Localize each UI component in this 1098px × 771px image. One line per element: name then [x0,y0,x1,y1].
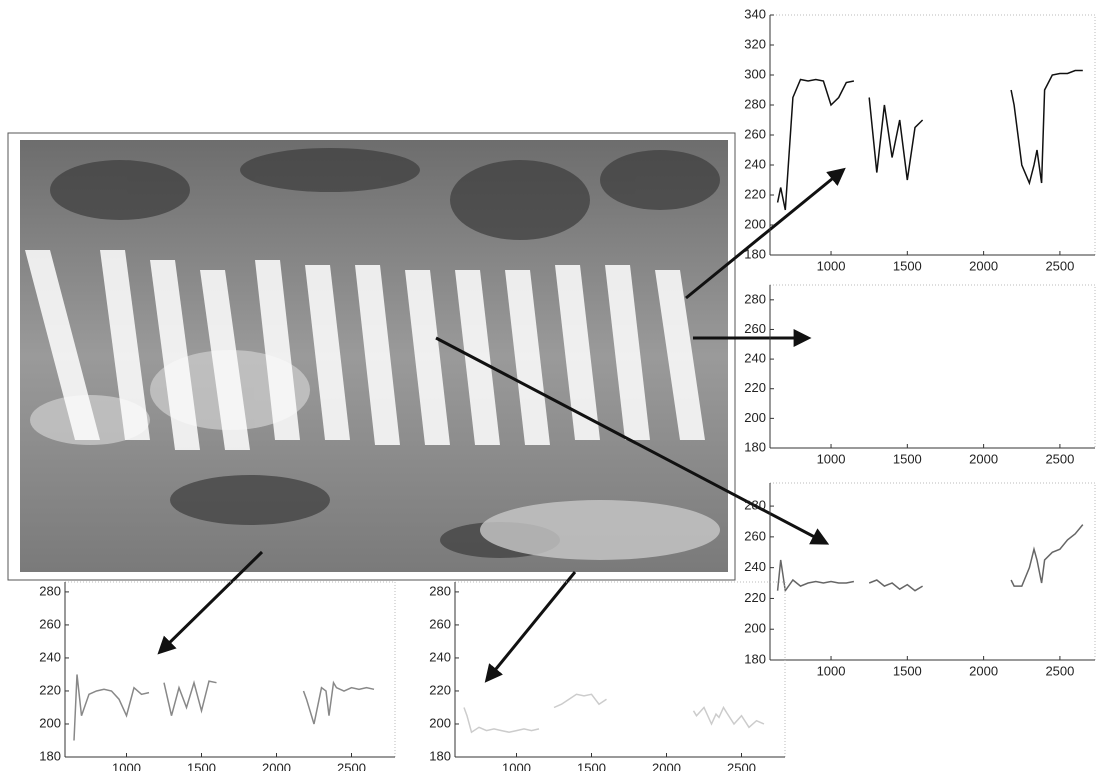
x-tick-label: 1500 [577,760,606,771]
x-tick-label: 2000 [969,451,998,466]
y-tick-label: 200 [744,216,766,231]
spectrum-line [74,675,374,741]
y-tick-label: 240 [429,649,451,664]
arrow [487,572,575,680]
y-tick-label: 280 [39,583,61,598]
y-tick-label: 180 [39,748,61,763]
spectrum-line [778,525,1083,591]
x-tick-label: 2000 [969,258,998,273]
x-tick-label: 1000 [817,663,846,678]
y-tick-label: 260 [429,616,451,631]
y-tick-label: 300 [744,66,766,81]
y-tick-label: 200 [744,621,766,636]
y-tick-label: 280 [744,291,766,306]
y-tick-label: 220 [744,590,766,605]
x-tick-label: 2500 [1045,663,1074,678]
y-tick-label: 200 [744,410,766,425]
y-tick-label: 260 [744,126,766,141]
x-tick-label: 1000 [817,451,846,466]
y-tick-label: 240 [744,351,766,366]
x-tick-label: 2000 [652,760,681,771]
plot-area [770,15,1095,255]
x-tick-label: 1500 [893,663,922,678]
x-tick-label: 1000 [817,258,846,273]
plot-area [770,483,1095,660]
x-tick-label: 1000 [112,760,141,771]
y-tick-label: 180 [744,439,766,454]
y-tick-label: 220 [39,682,61,697]
y-tick-label: 220 [429,682,451,697]
x-tick-label: 2500 [1045,451,1074,466]
y-tick-label: 280 [744,498,766,513]
y-tick-label: 220 [744,380,766,395]
y-tick-label: 180 [744,246,766,261]
y-tick-label: 180 [744,651,766,666]
y-tick-label: 220 [744,186,766,201]
y-tick-label: 280 [429,583,451,598]
plot-area [770,285,1095,448]
y-tick-label: 340 [744,6,766,21]
x-tick-label: 1000 [502,760,531,771]
y-tick-label: 200 [429,715,451,730]
y-tick-label: 260 [744,528,766,543]
spectrum-line [778,71,1083,211]
y-tick-label: 260 [744,321,766,336]
figure: 180 200 220 240 260 280 300 320 340 1000 1500 2000 2… [0,0,1098,771]
y-tick-label: 200 [39,715,61,730]
x-tick-label: 2500 [727,760,756,771]
x-tick-label: 1500 [893,258,922,273]
world-map [8,133,735,580]
x-tick-label: 2000 [262,760,291,771]
x-tick-label: 1500 [893,451,922,466]
x-tick-label: 2500 [337,760,366,771]
y-tick-label: 260 [39,616,61,631]
x-tick-label: 2500 [1045,258,1074,273]
spectrum-line [464,694,764,732]
y-tick-label: 180 [429,748,451,763]
plot-area [65,582,395,757]
y-tick-label: 240 [744,156,766,171]
y-tick-label: 280 [744,96,766,111]
x-tick-label: 2000 [969,663,998,678]
x-tick-label: 1500 [187,760,216,771]
y-tick-label: 240 [744,559,766,574]
y-tick-label: 320 [744,36,766,51]
y-tick-label: 240 [39,649,61,664]
